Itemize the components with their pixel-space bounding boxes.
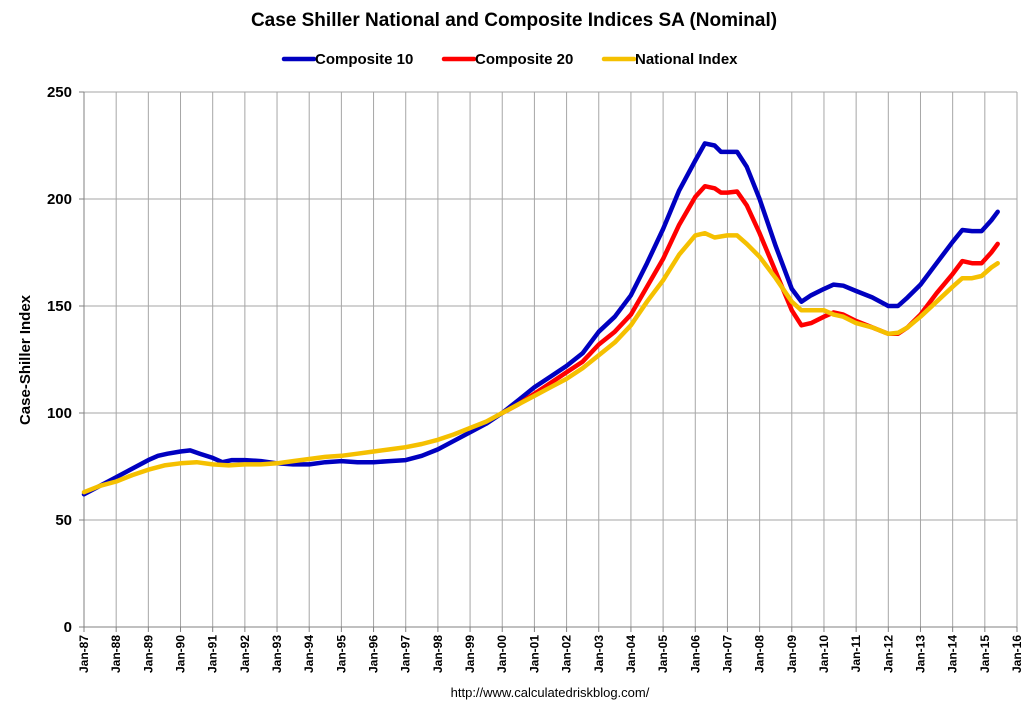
x-tick-label: Jan-00 (495, 635, 509, 673)
x-tick-label: Jan-08 (753, 635, 767, 673)
x-tick-label: Jan-12 (881, 635, 895, 673)
legend-label-composite-20: Composite 20 (475, 51, 573, 68)
y-axis-title: Case-Shiller Index (17, 294, 34, 425)
x-tick-label: Jan-03 (592, 635, 606, 673)
x-tick-label: Jan-97 (399, 635, 413, 673)
x-tick-label: Jan-16 (1010, 635, 1024, 673)
x-tick-label: Jan-88 (109, 635, 123, 673)
series-line-national-index (81, 230, 1000, 495)
series-line-composite-10 (81, 141, 1000, 497)
x-tick-label: Jan-04 (624, 635, 638, 673)
x-tick-label: Jan-06 (688, 635, 702, 673)
legend: Composite 10 Composite 20 National Index (281, 51, 738, 68)
legend-label-national-index: National Index (635, 51, 738, 68)
y-tick-label: 250 (47, 84, 72, 101)
y-tick-label: 150 (47, 298, 72, 315)
axes (83, 92, 1017, 628)
x-tick-label: Jan-98 (431, 635, 445, 673)
x-tick-label: Jan-07 (720, 635, 734, 673)
x-tick-label: Jan-91 (206, 635, 220, 673)
x-tick-label: Jan-96 (367, 635, 381, 673)
y-axis-ticks: 0 50 100 150 200 250 (47, 84, 84, 636)
x-tick-label: Jan-01 (527, 635, 541, 673)
chart-title: Case Shiller National and Composite Indi… (251, 10, 777, 31)
x-tick-label: Jan-13 (913, 635, 927, 673)
x-tick-label: Jan-09 (785, 635, 799, 673)
x-tick-label: Jan-15 (978, 635, 992, 673)
y-tick-label: 100 (47, 405, 72, 422)
x-tick-label: Jan-02 (560, 635, 574, 673)
y-tick-label: 50 (55, 512, 72, 529)
source-url: http://www.calculatedriskblog.com/ (451, 685, 650, 700)
y-tick-label: 0 (64, 619, 72, 636)
x-tick-label: Jan-11 (849, 635, 863, 673)
x-tick-label: Jan-94 (302, 635, 316, 673)
x-tick-label: Jan-90 (174, 635, 188, 673)
x-tick-label: Jan-92 (238, 635, 252, 673)
x-tick-label: Jan-93 (270, 635, 284, 673)
x-tick-label: Jan-10 (817, 635, 831, 673)
x-tick-label: Jan-95 (334, 635, 348, 673)
series-lines (81, 141, 1000, 497)
x-tick-label: Jan-87 (77, 635, 91, 673)
x-axis-ticks: Jan-87 Jan-88 Jan-89 Jan-90 Jan-91 Jan-92 Jan-… (77, 627, 1024, 673)
series-line-composite-20 (499, 183, 1000, 416)
y-tick-label: 200 (47, 191, 72, 208)
x-tick-label: Jan-99 (463, 635, 477, 673)
legend-label-composite-10: Composite 10 (315, 51, 413, 68)
x-tick-label: Jan-89 (141, 635, 155, 673)
x-tick-label: Jan-14 (946, 635, 960, 673)
x-tick-label: Jan-05 (656, 635, 670, 673)
grid-lines (84, 91, 1018, 627)
